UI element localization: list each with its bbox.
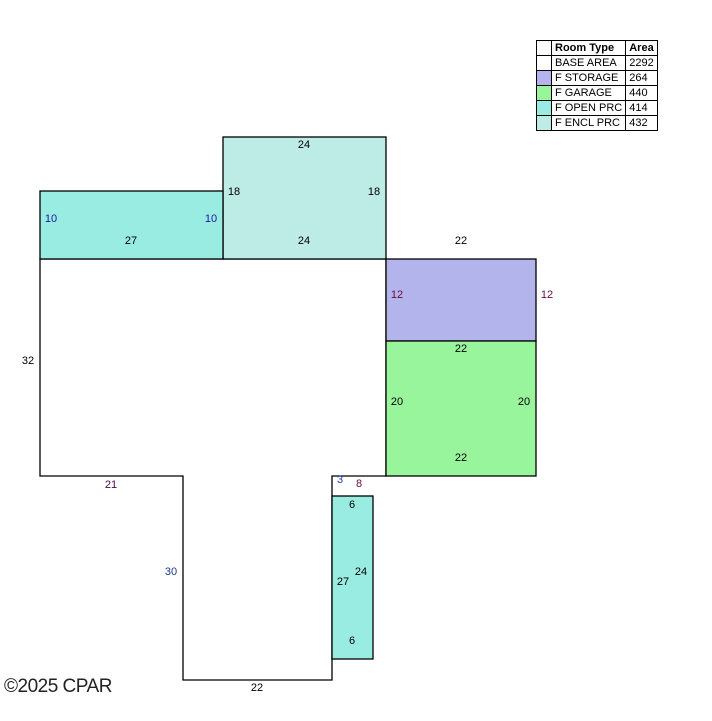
legend-header-area: Area: [625, 40, 658, 56]
legend-swatch: [536, 70, 552, 86]
copyright-watermark: ©2025 CPAR: [4, 676, 112, 697]
dim-label: 21: [105, 479, 117, 491]
legend-row: BASE AREA 2292: [536, 55, 658, 71]
legend-row: F STORAGE 264: [536, 70, 658, 86]
legend-swatch: [536, 85, 552, 101]
legend-area: 2292: [625, 55, 658, 71]
dim-label: 6: [349, 635, 355, 647]
dim-label: 24: [298, 139, 310, 151]
dim-label: 3: [337, 474, 343, 486]
dim-label: 10: [45, 213, 57, 225]
legend-swatch: [536, 115, 552, 131]
dim-label: 22: [455, 343, 467, 355]
legend-area: 440: [625, 85, 658, 101]
dim-label: 18: [228, 186, 240, 198]
legend-header-room-type: Room Type: [550, 40, 627, 56]
dim-label: 27: [125, 235, 137, 247]
dim-label: 27: [337, 576, 349, 588]
dim-label: 18: [368, 186, 380, 198]
dim-label: 6: [349, 499, 355, 511]
room-legend: Room Type Area BASE AREA 2292 F STORAGE …: [536, 40, 658, 131]
legend-area: 264: [625, 70, 658, 86]
legend-row: F OPEN PRC 414: [536, 100, 658, 116]
legend-swatch: [536, 55, 552, 71]
dim-label: 32: [22, 355, 34, 367]
legend-area: 432: [625, 115, 658, 131]
legend-header: Room Type Area: [536, 40, 658, 56]
dim-label: 22: [455, 452, 467, 464]
dim-label: 20: [518, 396, 530, 408]
dim-label: 24: [355, 566, 367, 578]
legend-room-name: BASE AREA: [550, 55, 627, 71]
open-porch-bottom: [331, 495, 374, 660]
dim-label: 30: [165, 566, 177, 578]
dim-label: 10: [205, 213, 217, 225]
legend-room-name: F OPEN PRC: [550, 100, 627, 116]
dim-label: 12: [391, 289, 403, 301]
open-porch-left: [39, 190, 224, 260]
storage: [385, 258, 537, 342]
dim-label: 12: [541, 289, 553, 301]
legend-room-name: F ENCL PRC: [550, 115, 627, 131]
legend-row: F GARAGE 440: [536, 85, 658, 101]
legend-row: F ENCL PRC 432: [536, 115, 658, 131]
legend-room-name: F STORAGE: [550, 70, 627, 86]
dim-label: 22: [455, 235, 467, 247]
garage: [385, 340, 537, 477]
dim-label: 22: [251, 682, 263, 694]
dim-label: 20: [391, 396, 403, 408]
legend-swatch: [536, 100, 552, 116]
legend-area: 414: [625, 100, 658, 116]
dim-label: 8: [356, 478, 362, 490]
legend-room-name: F GARAGE: [550, 85, 627, 101]
dim-label: 24: [298, 235, 310, 247]
